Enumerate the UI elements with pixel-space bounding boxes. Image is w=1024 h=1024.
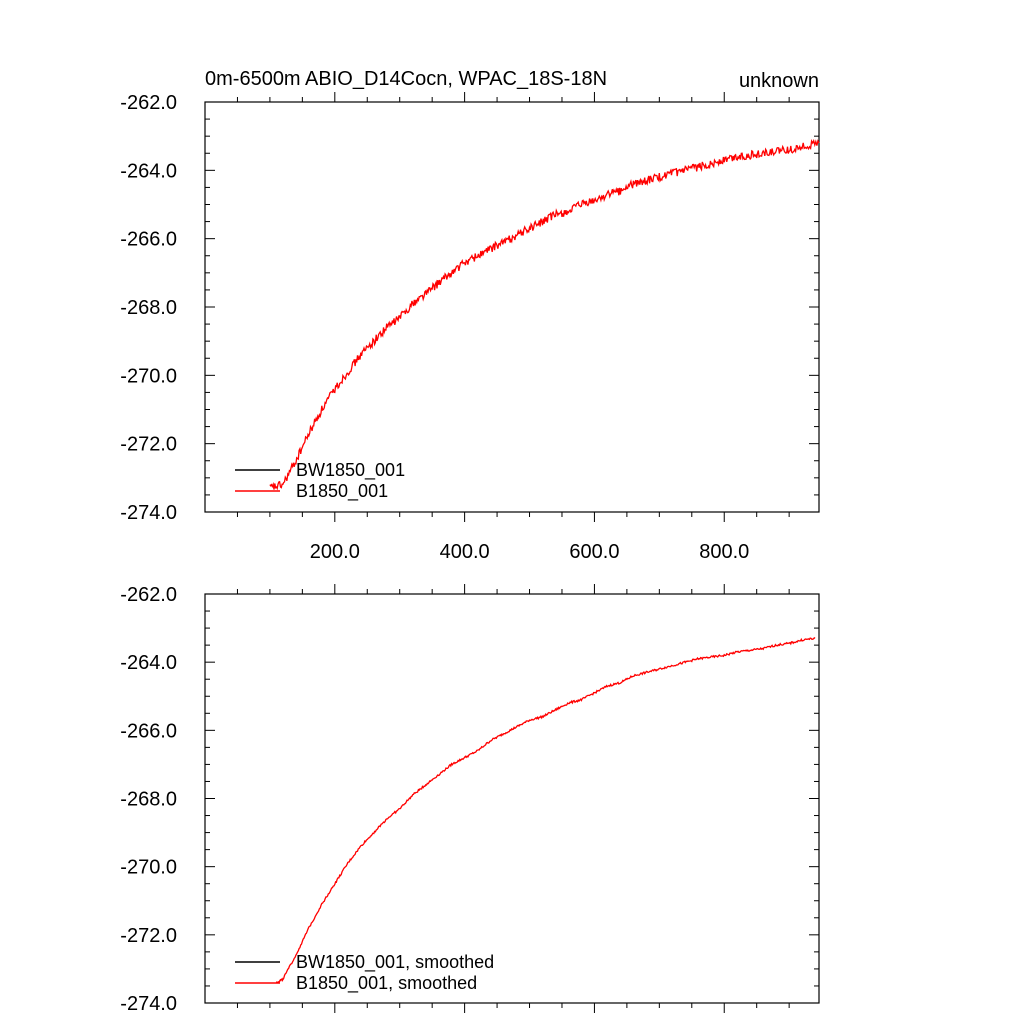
y-tick-label: -270.0 (120, 857, 177, 879)
x-tick-label: 400.0 (440, 541, 490, 563)
series-line (275, 636, 816, 984)
legend-label: B1850_001, smoothed (296, 973, 477, 994)
chart-title: 0m-6500m ABIO_D14Cocn, WPAC_18S-18N (205, 68, 607, 90)
y-tick-label: -274.0 (120, 993, 177, 1015)
y-tick-label: -266.0 (120, 720, 177, 742)
legend-label: B1850_001 (296, 481, 388, 502)
y-tick-label: -272.0 (120, 925, 177, 947)
y-tick-label: -274.0 (120, 502, 177, 524)
legend-label: BW1850_001, smoothed (296, 952, 494, 973)
legend-label: BW1850_001 (296, 460, 405, 481)
y-tick-label: -264.0 (120, 652, 177, 674)
y-tick-label: -270.0 (120, 365, 177, 387)
x-tick-label: 800.0 (699, 541, 749, 563)
y-tick-label: -268.0 (120, 789, 177, 811)
plot-frame (204, 593, 820, 1004)
y-tick-label: -262.0 (120, 92, 177, 114)
x-tick-label: 200.0 (310, 541, 360, 563)
y-tick-label: -262.0 (120, 584, 177, 606)
series-line (269, 138, 820, 491)
plot-frame (204, 101, 820, 513)
y-tick-label: -264.0 (120, 160, 177, 182)
y-tick-label: -272.0 (120, 434, 177, 456)
y-tick-label: -268.0 (120, 297, 177, 319)
y-tick-label: -266.0 (120, 229, 177, 251)
chart-subtitle-right: unknown (739, 70, 819, 92)
x-tick-label: 600.0 (569, 541, 619, 563)
top-panel: -262.0 -264.0 -266.0 -268.0 -270.0 -272.0 -274… (120, 92, 820, 563)
bottom-panel: -262.0 -264.0 -266.0 -268.0 -270.0 -272.0 -274… (120, 584, 820, 1015)
